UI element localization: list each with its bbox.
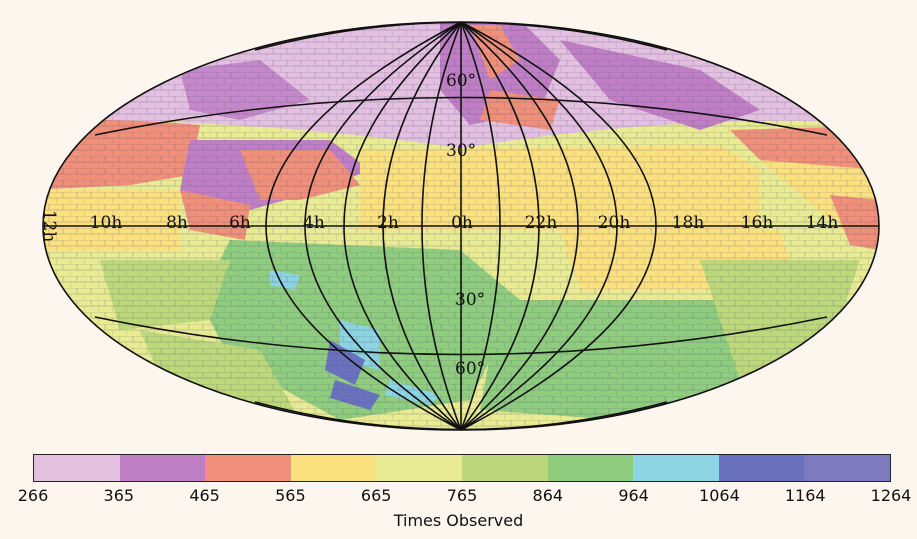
dec-label: 30° (455, 290, 485, 310)
colorbar-tick-label: 465 (189, 486, 220, 505)
colorbar-tick-label: 964 (618, 486, 649, 505)
colorbar-tick-label: 665 (360, 486, 392, 505)
ra-label: 14h (806, 213, 839, 233)
colorbar-segment (804, 455, 890, 481)
colorbar-tick-label: 1064 (699, 486, 740, 505)
ra-label: 10h (90, 213, 123, 233)
ra-label: 8h (166, 213, 188, 233)
graticule (42, 21, 880, 431)
colorbar-tick-label: 365 (103, 486, 135, 505)
ra-labels: 12h 10h 8h 6h 4h 2h 0h 22h 20h 18h 16h 1… (39, 210, 838, 243)
colorbar-tick-label: 765 (446, 486, 478, 505)
colorbar-segment (461, 455, 548, 481)
colorbar-segment (34, 455, 120, 481)
dec-label: 30° (446, 141, 476, 161)
colorbar-segment (290, 455, 377, 481)
dec-label: 60° (446, 71, 476, 91)
colorbar-tick-label: 1264 (870, 486, 912, 505)
parallel-south-60 (254, 401, 668, 431)
parallel-south-30 (94, 316, 828, 356)
colorbar-tick-label: 565 (275, 486, 306, 505)
colorbar-ticks: 266 365 465 565 665 765 864 964 1064 1164 1264 (0, 486, 917, 506)
colorbar-segment (547, 455, 634, 481)
colorbar-segment (119, 455, 206, 481)
dec-labels: 60° 30° 30° 60° (446, 71, 485, 379)
colorbar (33, 454, 891, 482)
ra-label: 20h (598, 213, 631, 233)
colorbar-segment (376, 455, 462, 481)
colorbar-tick-label: 1164 (784, 486, 826, 505)
colorbar-label: Times Observed (393, 511, 524, 530)
ra-label: 6h (229, 213, 251, 233)
colorbar-segment (633, 455, 719, 481)
ra-label: 16h (741, 213, 774, 233)
colorbar-tick-label: 864 (532, 486, 564, 505)
dec-label: 60° (455, 359, 485, 379)
ra-label: 4h (303, 213, 325, 233)
colorbar-segment (205, 455, 291, 481)
parallel-north-30 (94, 96, 828, 136)
ra-label: 0h (451, 213, 473, 233)
colorbar-segment (718, 455, 805, 481)
ra-label: 22h (525, 213, 558, 233)
sky-map: 12h 10h 8h 6h 4h 2h 0h 22h 20h 18h 16h 1… (39, 21, 880, 431)
ra-label: 18h (672, 213, 705, 233)
parallel-north-60 (254, 21, 668, 51)
ra-label: 12h (39, 210, 59, 243)
colorbar-tick-label: 266 (17, 486, 49, 505)
ra-label: 2h (377, 213, 399, 233)
